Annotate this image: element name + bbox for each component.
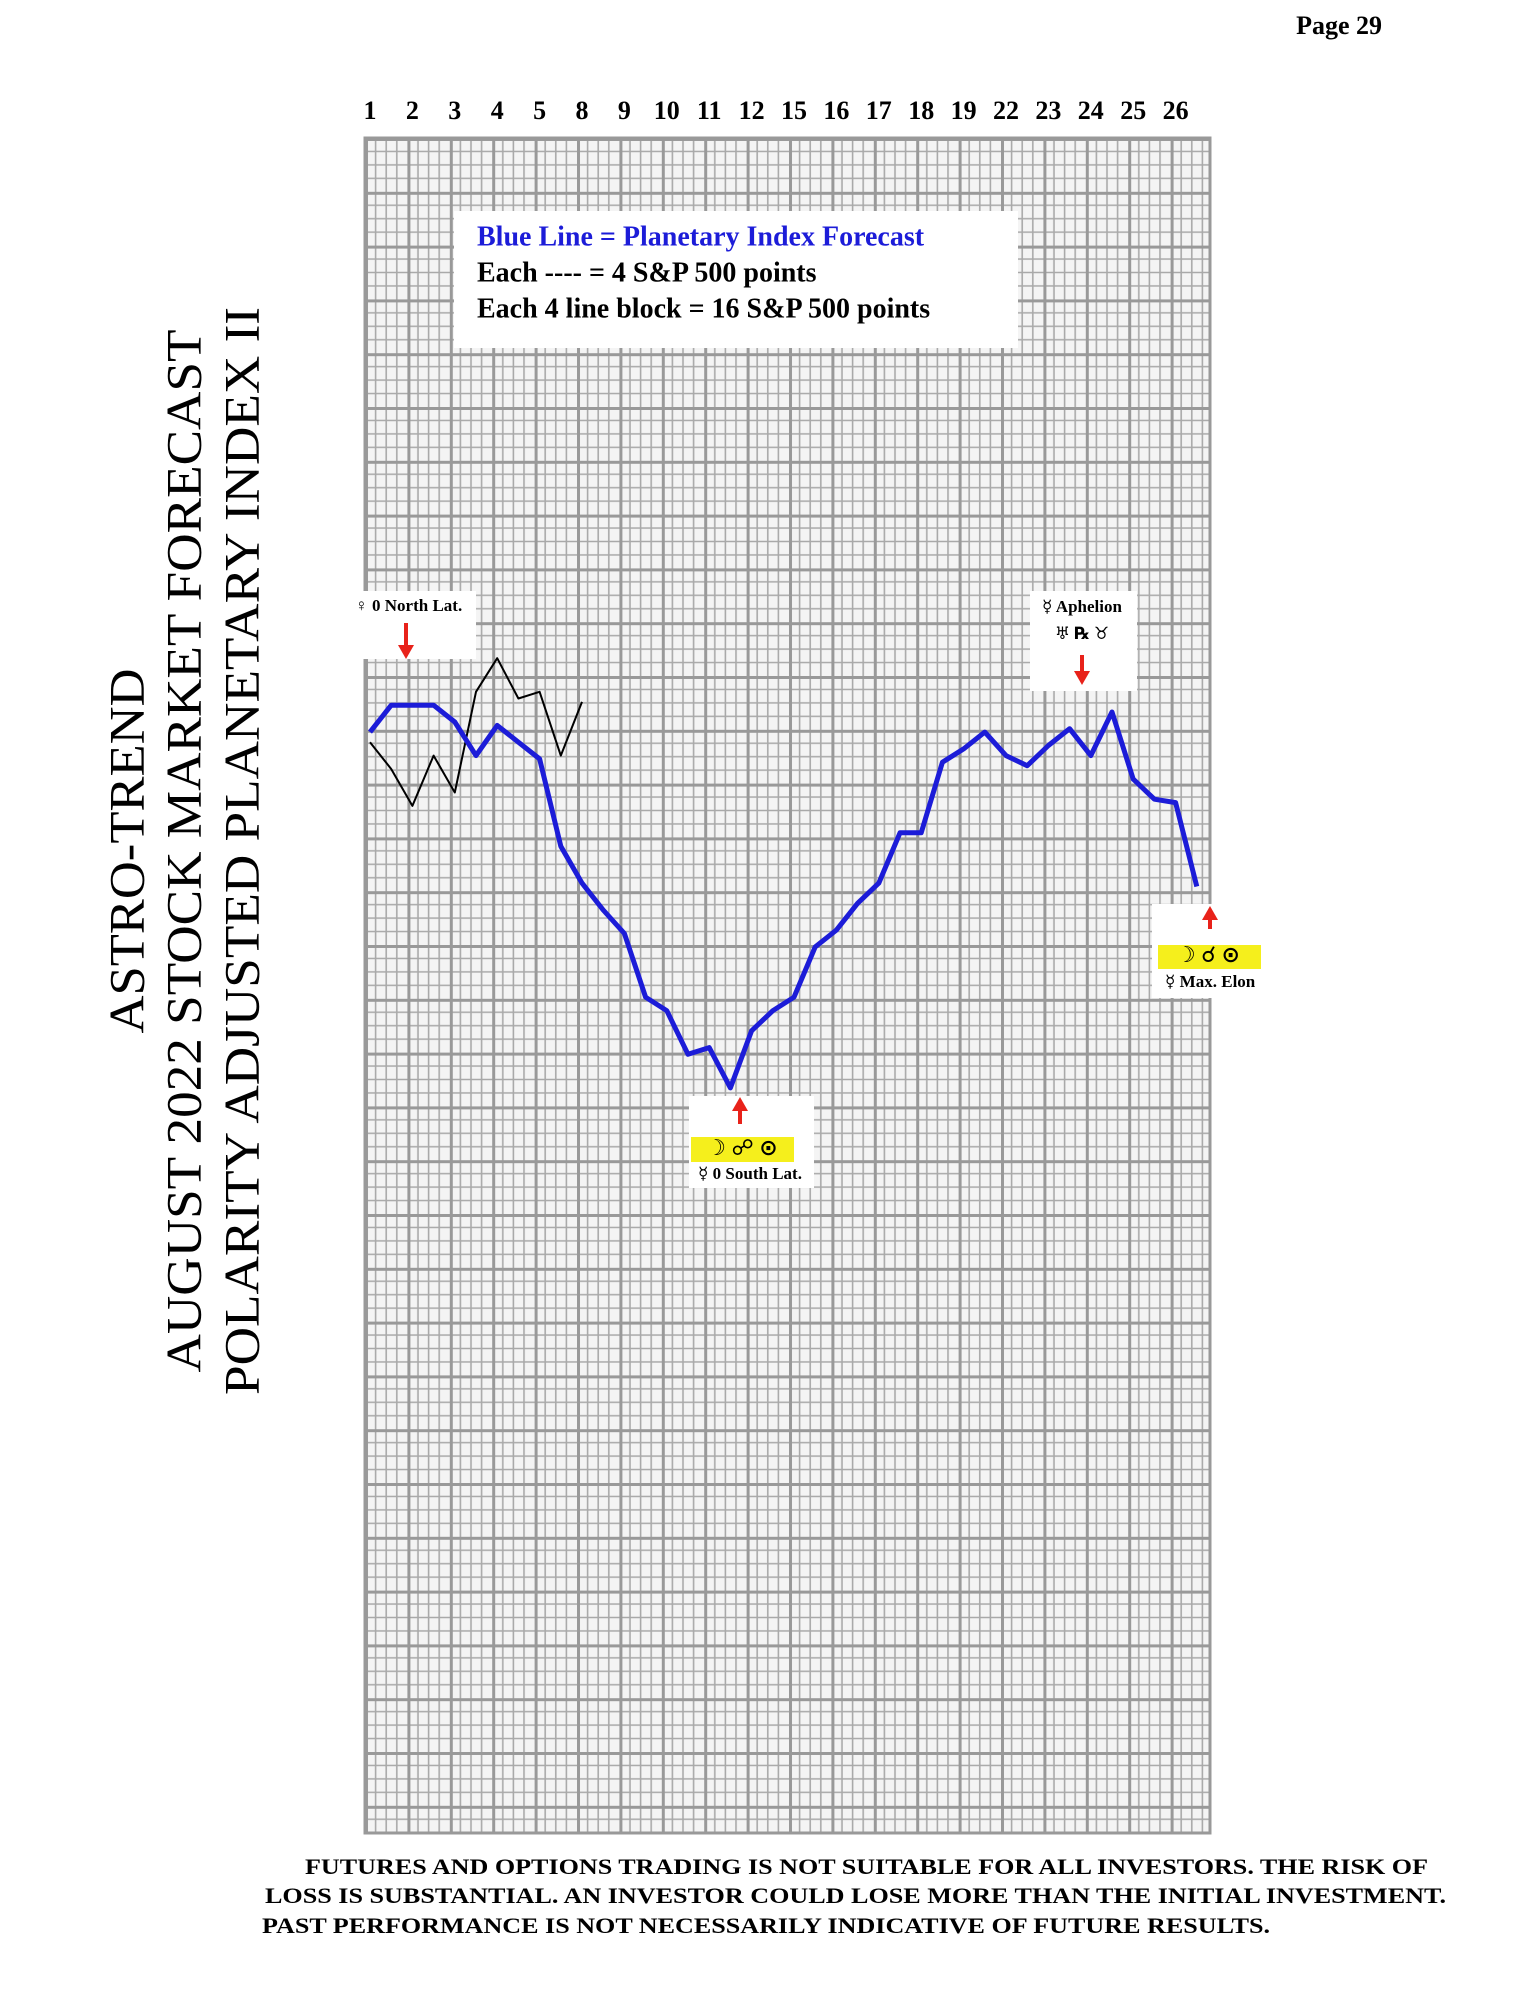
disclaimer: LOSS IS SUBSTANTIAL. AN INVESTOR COULD L… <box>265 1883 1446 1908</box>
arrow-head <box>1202 906 1218 920</box>
x-tick-label: 25 <box>1120 96 1146 125</box>
x-tick-label: 24 <box>1078 96 1104 125</box>
title-3: POLARITY ADJUSTED PLANETARY INDEX II <box>213 307 269 1395</box>
x-tick-label: 18 <box>908 96 934 125</box>
annotation-text: ☿ Max. Elon <box>1165 972 1256 991</box>
price-line <box>369 657 583 807</box>
title-1: ASTRO-TREND <box>98 669 154 1034</box>
plot: 1 2 3 4 5 8 9 10 11 12 15 16 17 18 19 22 23 24 25 26♀ 0 Nor… <box>352 96 1261 1188</box>
title-2: AUGUST 2022 STOCK MARKET FORECAST <box>155 330 211 1373</box>
annotation-highlight <box>691 1137 794 1162</box>
annotation-box <box>352 591 476 659</box>
x-tick-label: 22 <box>993 96 1019 125</box>
x-tick-label: 2 <box>406 96 419 125</box>
x-tick-label: 15 <box>781 96 807 125</box>
x-tick-label: 9 <box>618 96 631 125</box>
x-tick-label: 11 <box>697 96 722 125</box>
x-tick-label: 12 <box>739 96 765 125</box>
annotation-text: ☿ Aphelion <box>1042 597 1122 616</box>
legend-box <box>454 211 1018 348</box>
annotation-text: ☽ ☌ ⊙ <box>1176 942 1240 967</box>
page-number: Page 29 <box>1296 11 1382 40</box>
x-tick-label: 16 <box>823 96 849 125</box>
annotation-text: ☽ ☍ ⊙ <box>706 1135 777 1160</box>
annotation-text: ☿ 0 South Lat. <box>698 1164 802 1183</box>
title-line: ASTRO-TREND <box>98 669 154 1034</box>
chart-grid <box>363 136 1212 1835</box>
annotation-text: ♅ ℞ ♉ <box>1055 624 1109 643</box>
title-line: POLARITY ADJUSTED PLANETARY INDEX II <box>213 307 269 1395</box>
x-tick-label: 3 <box>448 96 461 125</box>
x-tick-label: 23 <box>1035 96 1061 125</box>
arrow-head <box>1074 671 1090 685</box>
legend-note: Each 4 line block = 16 S&P 500 points <box>477 293 930 324</box>
annotation-text: ♀ 0 North Lat. <box>355 596 462 615</box>
arrow-head <box>398 645 414 659</box>
title-line: AUGUST 2022 STOCK MARKET FORECAST <box>155 330 211 1373</box>
x-tick-label: 26 <box>1163 96 1189 125</box>
x-tick-label: 19 <box>951 96 977 125</box>
x-tick-label: 8 <box>576 96 589 125</box>
disclaimer: FUTURES AND OPTIONS TRADING IS NOT SUITA… <box>305 1854 1428 1879</box>
x-tick-label: 4 <box>491 96 504 125</box>
disclaimer: PAST PERFORMANCE IS NOT NECESSARILY INDI… <box>262 1913 1270 1938</box>
x-tick-label: 5 <box>533 96 546 125</box>
annotation-highlight <box>1158 945 1261 969</box>
legend-entry: Blue Line = Planetary Index Forecast <box>477 221 925 252</box>
arrow-head <box>732 1097 748 1111</box>
legend-note: Each ---- = 4 S&P 500 points <box>477 257 817 288</box>
x-tick-label: 1 <box>364 96 377 125</box>
forecast-line <box>368 702 1200 1091</box>
x-tick-label: 10 <box>654 96 680 125</box>
x-tick-label: 17 <box>866 96 892 125</box>
